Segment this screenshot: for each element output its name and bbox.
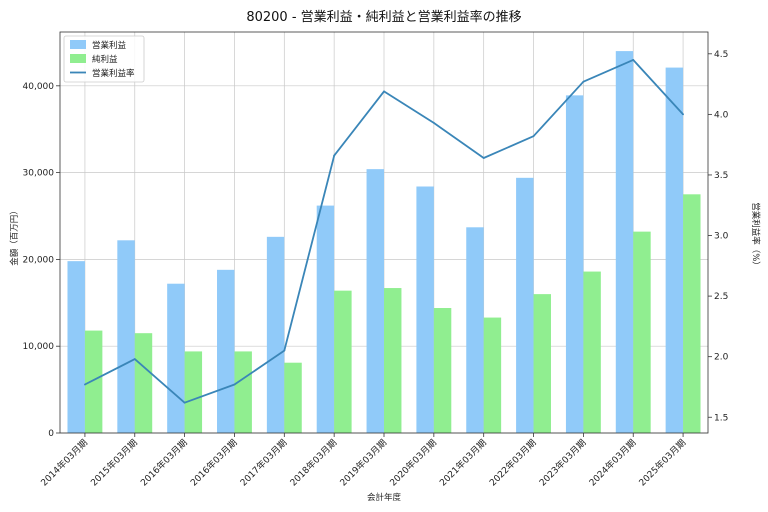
point-operating-margin [532,135,535,138]
legend-swatch-operating-profit [70,40,86,49]
bar-operating-profit [266,236,285,433]
bar-operating-profit [67,261,85,433]
right-y-tick-label: 4.0 [714,110,729,120]
margin-line [84,58,684,404]
point-operating-margin [432,121,435,124]
point-operating-margin [682,113,684,116]
bar-operating-profit [565,95,584,433]
bar-operating-profit [117,240,135,433]
right-y-tick-label: 4.5 [714,50,728,60]
bar-net-profit [583,271,601,433]
right-y-tick-label: 1.5 [714,413,728,423]
bar-net-profit [633,231,651,433]
left-y-tick-label: 0 [48,429,54,439]
left-y-ticks: 0 10,000 20,000 30,000 40,000 [23,82,60,439]
bar-operating-profit [466,227,484,433]
right-y-axis-title: 営業利益率（%） [750,202,761,270]
x-tick-label: 2014年03月期 [38,437,90,489]
bar-net-profit [184,351,203,433]
point-operating-margin [233,383,236,386]
bar-net-profit [384,288,402,433]
point-operating-margin [133,358,136,360]
left-y-tick-label: 30,000 [23,169,55,179]
right-y-ticks: 1.5 2.0 2.5 3.0 3.5 4.0 4.5 [708,50,729,423]
bar-operating-profit [665,67,684,433]
right-y-tick-label: 3.5 [714,171,728,181]
x-ticks: 2014年03月期 2015年03月期 2016年03月期 2016年03月期 2017… [38,433,688,489]
bars [67,51,701,433]
point-operating-margin [632,58,635,61]
x-tick-label: 2018年03月期 [287,437,339,489]
x-tick-label: 2016年03月期 [138,437,190,489]
bar-net-profit [483,317,502,433]
legend-label-operating-profit: 営業利益 [92,40,127,51]
legend-swatch-net-profit [70,54,86,63]
bar-net-profit [683,194,701,433]
bar-operating-profit [167,283,185,433]
left-y-axis-title: 金額（百万円） [9,206,20,266]
left-y-tick-label: 20,000 [23,255,55,265]
bar-net-profit [84,330,103,433]
x-tick-label: 2023年03月期 [537,437,589,489]
x-tick-label: 2020年03月期 [387,437,439,489]
x-tick-label: 2019年03月期 [337,437,389,489]
x-tick-label: 2016年03月期 [188,437,240,489]
chart-title: 80200 - 営業利益・純利益と営業利益率の推移 [246,9,521,25]
right-y-tick-label: 3.0 [714,232,729,242]
legend-label-operating-margin: 営業利益率 [92,68,135,79]
x-tick-label: 2021年03月期 [437,437,489,489]
point-operating-margin [183,401,186,404]
point-operating-margin [482,157,485,159]
bar-operating-profit [516,177,534,433]
bar-net-profit [234,351,252,433]
point-operating-margin [283,349,286,352]
legend: 営業利益 純利益 営業利益率 [63,35,145,83]
bar-net-profit [533,294,551,433]
bar-operating-profit [217,269,235,433]
x-tick-label: 2024年03月期 [586,437,638,489]
bar-operating-profit [316,205,335,433]
x-axis-title: 会計年度 [367,492,402,503]
legend-label-net-profit: 純利益 [92,54,118,65]
left-y-tick-label: 40,000 [23,82,55,92]
bar-net-profit [433,308,452,433]
x-tick-label: 2025年03月期 [636,437,688,489]
x-tick-label: 2015年03月期 [88,437,140,489]
point-operating-margin [333,154,336,157]
bar-net-profit [284,362,302,433]
right-y-tick-label: 2.0 [714,353,729,363]
bar-operating-profit [366,169,384,433]
bar-operating-profit [416,186,434,433]
left-y-tick-label: 10,000 [23,342,55,352]
point-operating-margin [582,80,585,83]
bar-net-profit [334,290,352,433]
x-tick-label: 2017年03月期 [238,437,290,489]
bar-operating-profit [615,51,634,433]
x-tick-label: 2022年03月期 [487,437,539,489]
point-operating-margin [84,383,86,386]
right-y-tick-label: 2.5 [714,292,728,302]
point-operating-margin [383,90,385,93]
bar-net-profit [134,333,153,433]
